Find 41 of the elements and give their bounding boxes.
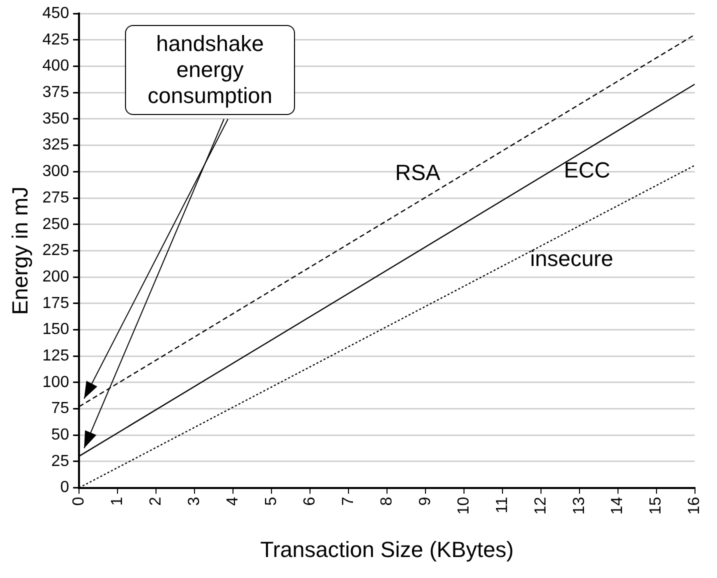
x-tick-label: 10	[455, 496, 472, 515]
x-axis-title: Transaction Size (KBytes)	[260, 536, 514, 562]
y-tick-label: 325	[42, 136, 70, 154]
series-label: insecure	[530, 246, 614, 271]
y-tick-label: 75	[51, 400, 70, 418]
x-tick-label: 1	[108, 496, 126, 506]
y-tick-label: 125	[42, 347, 70, 364]
series-label: RSA	[395, 160, 441, 186]
series-label: ECC	[564, 157, 610, 182]
x-tick-label: 15	[648, 496, 665, 515]
y-tick-label: 25	[51, 452, 70, 470]
y-tick-label: 150	[42, 321, 70, 338]
x-tick-label: 0	[70, 496, 88, 506]
y-tick-label: 350	[42, 110, 70, 128]
y-tick-label: 450	[42, 5, 70, 22]
x-tick-label: 9	[416, 496, 434, 506]
y-tick-label: 175	[42, 294, 70, 312]
y-tick-label: 100	[42, 374, 70, 391]
x-tick-label: 3	[186, 496, 203, 506]
x-tick-label: 14	[609, 496, 626, 515]
y-tick-label: 250	[42, 216, 70, 233]
y-tick-label: 425	[42, 31, 70, 48]
x-tick-label: 13	[570, 496, 588, 515]
x-tick-label: 16	[686, 496, 704, 515]
x-tick-label: 4	[224, 496, 242, 506]
y-axis-title: Energy in mJ	[7, 186, 32, 315]
annotation: handshake energy consumption	[125, 25, 295, 115]
y-tick-label: 375	[42, 84, 70, 102]
x-tick-label: 8	[378, 496, 396, 506]
y-tick-label: 275	[42, 189, 70, 206]
y-tick-label: 225	[42, 242, 70, 260]
x-tick-label: 12	[532, 496, 550, 515]
y-tick-label: 300	[42, 163, 70, 180]
y-tick-label: 50	[51, 426, 70, 444]
y-tick-label: 200	[42, 268, 70, 286]
x-tick-label: 5	[262, 496, 280, 506]
y-tick-label: 400	[42, 58, 70, 75]
x-tick-label: 11	[494, 496, 511, 514]
x-tick-label: 6	[301, 496, 318, 506]
x-tick-label: 7	[340, 496, 357, 506]
x-tick-label: 2	[147, 496, 164, 506]
